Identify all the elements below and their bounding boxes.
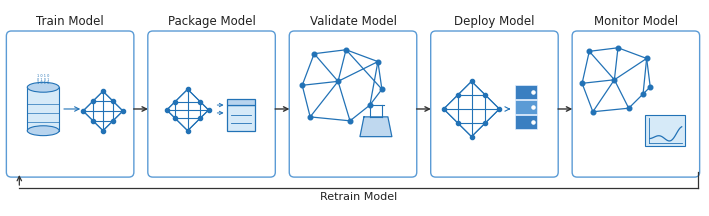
Point bbox=[466, 80, 477, 83]
Point bbox=[609, 78, 620, 81]
Point bbox=[576, 82, 588, 85]
Point bbox=[452, 94, 463, 97]
Point bbox=[87, 99, 99, 103]
Point bbox=[169, 117, 181, 120]
Point bbox=[641, 57, 652, 60]
FancyBboxPatch shape bbox=[515, 115, 537, 129]
Point bbox=[194, 100, 206, 103]
Text: 1 0 1 0: 1 0 1 0 bbox=[37, 81, 50, 85]
Point bbox=[438, 107, 450, 111]
Point bbox=[194, 117, 206, 120]
Point bbox=[584, 50, 595, 53]
Point bbox=[107, 99, 118, 103]
Point bbox=[527, 120, 539, 124]
Point bbox=[376, 87, 388, 91]
FancyBboxPatch shape bbox=[572, 31, 700, 177]
Text: Train Model: Train Model bbox=[36, 15, 104, 28]
Text: Deploy Model: Deploy Model bbox=[454, 15, 535, 28]
Point bbox=[466, 135, 477, 138]
Point bbox=[527, 105, 539, 109]
Point bbox=[117, 109, 128, 113]
Point bbox=[372, 60, 384, 63]
Point bbox=[87, 119, 99, 122]
FancyBboxPatch shape bbox=[147, 31, 275, 177]
Point bbox=[637, 92, 649, 96]
Point bbox=[613, 46, 624, 49]
Text: Monitor Model: Monitor Model bbox=[594, 15, 678, 28]
FancyBboxPatch shape bbox=[430, 31, 558, 177]
FancyBboxPatch shape bbox=[228, 99, 255, 105]
Point bbox=[527, 91, 539, 94]
Point bbox=[107, 119, 118, 122]
Point bbox=[340, 48, 352, 51]
Text: Retrain Model: Retrain Model bbox=[320, 192, 397, 202]
Ellipse shape bbox=[27, 126, 59, 136]
Text: Package Model: Package Model bbox=[167, 15, 255, 28]
Text: Validate Model: Validate Model bbox=[310, 15, 396, 28]
Text: 1 0 1 0: 1 0 1 0 bbox=[37, 74, 50, 78]
Point bbox=[333, 80, 344, 83]
Point bbox=[623, 106, 635, 110]
FancyBboxPatch shape bbox=[228, 105, 255, 131]
FancyBboxPatch shape bbox=[515, 85, 537, 99]
Point bbox=[644, 85, 656, 89]
Point bbox=[587, 110, 598, 113]
FancyBboxPatch shape bbox=[645, 115, 685, 146]
FancyBboxPatch shape bbox=[289, 31, 417, 177]
Point bbox=[182, 129, 194, 132]
Point bbox=[97, 129, 108, 132]
Ellipse shape bbox=[27, 82, 59, 92]
Point bbox=[480, 94, 491, 97]
Point bbox=[77, 109, 89, 113]
Point bbox=[452, 121, 463, 125]
Point bbox=[308, 52, 320, 56]
Polygon shape bbox=[360, 117, 392, 137]
Point bbox=[480, 121, 491, 125]
Point bbox=[161, 108, 172, 112]
FancyBboxPatch shape bbox=[6, 31, 134, 177]
Point bbox=[304, 115, 316, 119]
Point bbox=[345, 119, 356, 122]
Bar bbox=[27, 87, 59, 131]
Point bbox=[493, 107, 505, 111]
FancyBboxPatch shape bbox=[515, 100, 537, 114]
Point bbox=[364, 103, 376, 107]
Point bbox=[169, 100, 181, 103]
Text: 0 1 0 1: 0 1 0 1 bbox=[37, 78, 50, 82]
Point bbox=[97, 89, 108, 93]
Point bbox=[182, 87, 194, 91]
Point bbox=[296, 84, 308, 87]
Point bbox=[203, 108, 214, 112]
